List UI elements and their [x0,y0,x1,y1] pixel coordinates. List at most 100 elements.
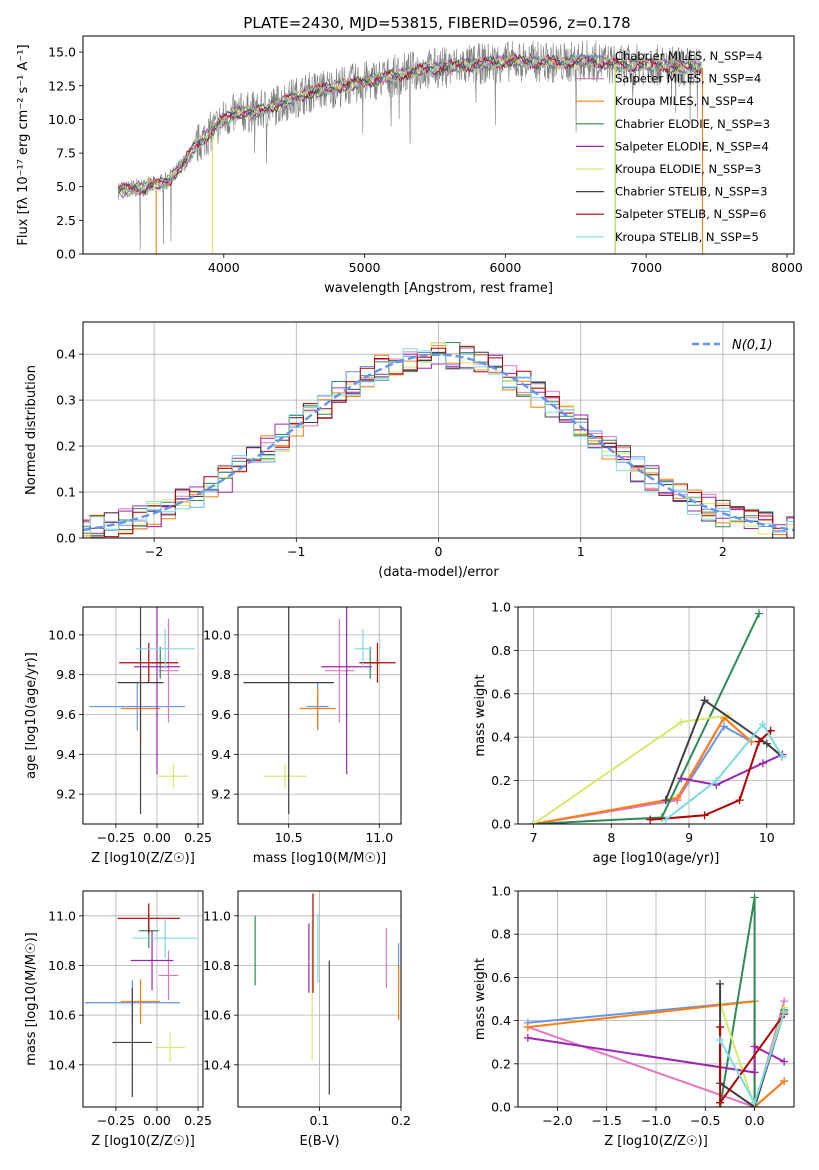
x-tick-label: −1.0 [641,1113,671,1128]
mass-weight-point [780,1007,789,1016]
y-tick-label: 0.4 [491,730,511,745]
mass-weight-point [529,820,538,824]
y-tick-label: 0.1 [56,485,76,500]
y-tick-label: 10.6 [48,1008,76,1023]
y-tick-label: 11.0 [203,908,231,923]
plot-frame [82,606,204,825]
y-tick-label: 0.0 [56,531,76,546]
y-axis-label: age [log10(age/yr)] [24,652,39,779]
model-spectrum-line [117,54,702,196]
spectrum-legend: Chabrier MILES, N_SSP=4 Salpeter MILES, N… [576,49,770,244]
mass-weight-point [716,1036,725,1045]
y-tick-label: 9.6 [211,707,231,722]
spectrum-plot-area [117,40,704,254]
y-tick-label: 0.2 [56,439,76,454]
x-axis-label: Z [log10(Z/Z☉)] [91,851,195,866]
mass-weight-point [712,776,721,785]
mass-weight-point [758,759,767,768]
x-tick-label: 6000 [489,260,521,275]
mass-weight-point [778,752,787,761]
mass_vs_ebv-panel: 0.1 0.2 10.4 10.6 10.8 11.0 E(B-V) [203,890,411,1149]
y-axis-label: mass weight [473,674,488,756]
residual-histogram [83,342,794,538]
x-tick-label: 0.25 [184,830,212,845]
y-tick-label: 0.6 [491,686,511,701]
legend-entry: Salpeter STELIB, N_SSP=6 [615,207,766,221]
legend-entry: Kroupa STELIB, N_SSP=5 [615,230,759,244]
mass-weight-line [681,753,783,786]
mass-weight-point [716,1023,725,1032]
legend-entry: Salpeter ELODIE, N_SSP=4 [615,139,769,153]
mass-weight-line [650,729,772,821]
x-tick-label: −2.0 [542,1113,572,1128]
mass-weight-point [523,1033,532,1042]
y-tick-label: 0.0 [491,1100,511,1115]
mass_vs_Z-panel: −0.25 0.00 0.25 10.4 10.6 10.8 11.0 Z [log10(Z/… [24,890,212,1149]
y-tick-label: 0.8 [491,927,511,942]
legend-entry: Kroupa ELODIE, N_SSP=3 [615,162,761,176]
mass-weight-point [780,1057,789,1066]
figure-title: PLATE=2430, MJD=53815, FIBERID=0596, z=0… [243,14,630,32]
x-axis-label: Z [log10(Z/Z☉)] [604,1134,708,1149]
mass-weight-point [750,1042,759,1051]
gaussian-reference-curve [83,353,794,532]
residual-histogram [83,348,794,533]
y-tick-label: 9.8 [211,667,231,682]
x-tick-label: −1 [287,544,305,559]
x-tick-label: −1.5 [592,1113,622,1128]
mass-weight-point [677,718,686,727]
y-tick-label: 0.2 [491,773,511,788]
x-axis-label: (data-model)/error [378,565,499,580]
y-axis-label: Normed distribution [24,365,39,495]
x-tick-label: 8 [607,830,615,845]
model-spectrum-line [117,53,702,197]
residuals-plot-area [83,342,794,538]
x-tick-label: 8000 [771,260,803,275]
x-tick-label: −0.25 [97,830,135,845]
x-tick-label: 7 [530,830,538,845]
mass-weight-point [661,815,670,824]
mass-weight-point [720,722,729,731]
residuals-panel: −2 −1 0 1 2 0.0 0.1 0.2 0.3 0.4 (data-model)/error… [24,321,795,580]
plot-frame [82,35,795,255]
mass-weight-point [523,1023,532,1032]
age_vs_Z-panel: −0.25 0.00 0.25 9.2 9.4 9.6 9.8 10.0 Z [log10(Z/… [24,606,212,866]
y-tick-label: 0.4 [56,347,76,362]
x-tick-label: 0.0 [745,1113,765,1128]
y-tick-label: 0.6 [491,970,511,985]
weight_vs_Z-panel: −2.0 −1.5 −1.0 −0.5 0.0 0.0 0.2 0.4 0.6 0.8 1.0 Z [… [473,884,795,1149]
y-axis-label: mass [log10(M/M☉)] [24,932,39,1065]
y-tick-label: 0.0 [491,817,511,832]
mass-weight-point [762,739,771,748]
model-spectrum-line [118,53,702,196]
model-spectrum-line [118,53,702,197]
x-tick-label: 10 [759,830,775,845]
y-axis-label: mass weight [473,958,488,1040]
y-tick-label: 9.2 [56,787,76,802]
mass-weight-point [735,796,744,805]
mass-weight-point [700,696,709,705]
x-axis-label: age [log10(age/yr)] [593,851,720,866]
y-tick-label: 9.6 [56,707,76,722]
y-axis-label: Flux [fλ 10⁻¹⁷ erg cm⁻² s⁻¹ A⁻¹] [16,44,31,245]
mass-weight-point [750,1068,759,1077]
mass_vs_Z-plot-area [84,903,199,1098]
x-tick-label: 0.00 [143,1113,171,1128]
legend-entry: Chabrier STELIB, N_SSP=3 [615,185,767,199]
x-tick-label: 0.00 [143,830,171,845]
mass-weight-point [716,979,725,988]
x-axis-label: Z [log10(Z/Z☉)] [91,1134,195,1149]
legend-entry: N(0,1) [732,338,773,353]
x-tick-label: 11.0 [365,830,393,845]
legend-entry: Kroupa MILES, N_SSP=4 [615,94,754,108]
x-tick-label: 5000 [349,260,381,275]
mass-weight-point [677,774,686,783]
mass-weight-point [755,609,764,618]
y-tick-label: 10.0 [48,112,76,127]
y-tick-label: 10.8 [203,958,231,973]
y-tick-label: 10.6 [203,1008,231,1023]
x-tick-label: 0.1 [310,1113,330,1128]
x-tick-label: −0.5 [690,1113,720,1128]
y-tick-label: 2.5 [56,213,76,228]
